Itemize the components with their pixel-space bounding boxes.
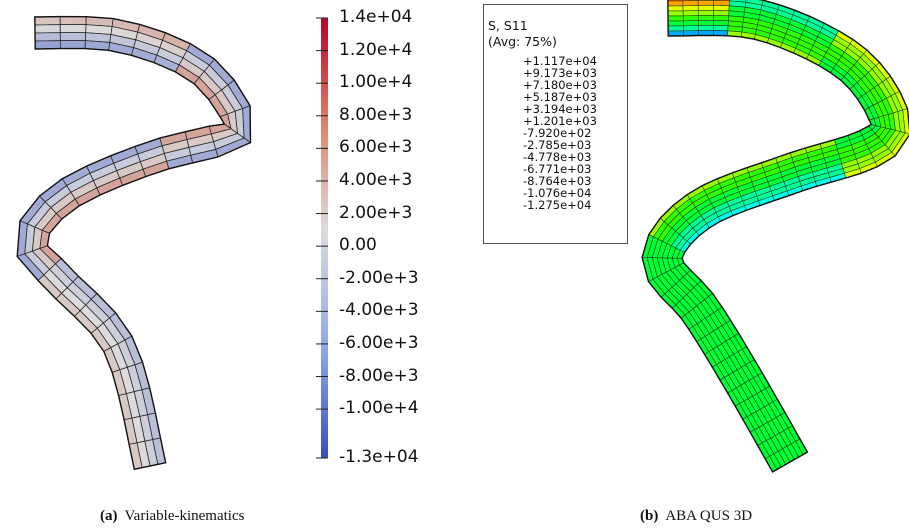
legend-label: +1.201e+03 xyxy=(523,114,597,128)
legend-label: +5.187e+03 xyxy=(523,90,597,104)
mesh-element xyxy=(683,25,699,32)
colorbar-tick-label: -2.00e+3 xyxy=(339,267,419,288)
colorbar-tick-label: 2.00e+3 xyxy=(339,202,413,223)
caption-a-letter: (a) xyxy=(100,508,118,524)
fe-model-variable-kinematics xyxy=(16,15,252,471)
mesh-element xyxy=(713,25,729,32)
strip-outline xyxy=(16,15,252,471)
mesh-element xyxy=(682,15,699,22)
legend-label: -1.275e+04 xyxy=(523,198,592,212)
mesh-element xyxy=(713,15,729,22)
mesh-element xyxy=(698,15,714,21)
mesh-element xyxy=(60,40,86,49)
colorbar-tick-label: 6.00e+3 xyxy=(339,137,413,158)
mesh-element xyxy=(34,32,61,42)
legend-label: -7.920e+02 xyxy=(523,126,592,140)
mesh-element xyxy=(683,20,699,27)
mesh-element xyxy=(698,10,714,16)
stress-legend xyxy=(483,4,628,244)
mesh-element xyxy=(713,10,730,17)
mesh-element xyxy=(34,16,61,26)
strip-outline xyxy=(641,0,909,473)
colorbar-ticks xyxy=(316,17,328,459)
mesh-element xyxy=(59,16,87,26)
colorbar-tick-label: 1.4e+04 xyxy=(339,7,413,27)
colorbar-tick-label: -1.3e+04 xyxy=(339,447,419,467)
mesh-element xyxy=(713,5,730,12)
legend-label: -8.764e+03 xyxy=(523,174,592,188)
mesh-element xyxy=(34,40,61,50)
mesh-element xyxy=(667,10,684,17)
colorbar-tick-label: -6.00e+3 xyxy=(339,332,419,353)
mesh-element xyxy=(59,32,87,41)
mesh-element xyxy=(698,20,714,26)
caption-b-text: ABA QUS 3D xyxy=(665,508,753,524)
mesh-element xyxy=(59,24,87,33)
mesh-element xyxy=(667,25,684,32)
mesh-element xyxy=(697,5,714,11)
colorbar-tick-label: -4.00e+3 xyxy=(339,300,419,321)
colorbar-tick-label: 4.00e+3 xyxy=(339,169,413,190)
mesh-element xyxy=(697,0,714,6)
caption-b-letter: (b) xyxy=(640,508,659,524)
mesh-element xyxy=(682,10,699,17)
mesh-element xyxy=(667,5,684,12)
mesh-element xyxy=(698,25,714,31)
caption-a: (a) Variable-kinematics xyxy=(100,508,244,525)
legend-label: -6.771e+03 xyxy=(523,162,592,176)
colorbar-gradient xyxy=(321,18,328,458)
legend-label: +1.117e+04 xyxy=(523,54,597,68)
legend-label: -4.778e+03 xyxy=(523,150,592,164)
mesh-element xyxy=(34,24,61,34)
mesh-element xyxy=(682,5,699,12)
legend-label: -1.076e+04 xyxy=(523,186,592,200)
mesh-element xyxy=(713,0,730,7)
caption-a-text: Variable-kinematics xyxy=(124,508,245,524)
mesh-element xyxy=(713,20,729,27)
legend-title: S, S11 xyxy=(488,18,528,33)
fe-model-abaqus-3d xyxy=(641,0,909,473)
colorbar-tick-label: 1.20e+4 xyxy=(339,39,413,60)
legend-label: +3.194e+03 xyxy=(523,102,597,116)
mesh-element xyxy=(667,0,684,7)
mesh-element xyxy=(682,0,699,7)
colorbar-tick-label: 1.00e+4 xyxy=(339,72,413,93)
colorbar-tick-label: 8.00e+3 xyxy=(339,104,413,125)
legend-label: +7.180e+03 xyxy=(523,78,597,92)
legend-subtitle: (Avg: 75%) xyxy=(488,34,557,49)
colorbar xyxy=(316,17,328,459)
colorbar-tick-label: -8.00e+3 xyxy=(339,365,419,386)
mesh-element xyxy=(667,15,684,22)
legend-label: +9.173e+03 xyxy=(523,66,597,80)
colorbar-tick-label: 0.00 xyxy=(339,235,377,256)
caption-b: (b) ABA QUS 3D xyxy=(640,508,752,525)
legend-label: -2.785e+03 xyxy=(523,138,592,152)
colorbar-tick-label: -1.00e+4 xyxy=(339,398,419,419)
mesh-element xyxy=(667,20,684,27)
